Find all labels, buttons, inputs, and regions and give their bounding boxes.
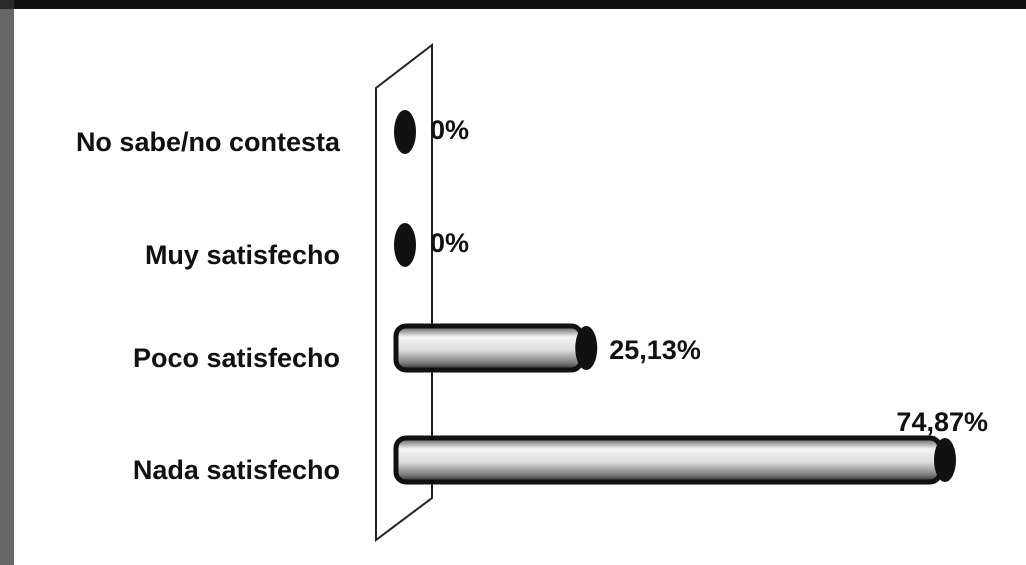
bar-body	[393, 435, 943, 485]
back-wall	[375, 42, 433, 542]
category-label: No sabe/no contesta	[76, 127, 341, 157]
value-label: 0%	[430, 115, 469, 145]
bar-cap	[934, 438, 956, 482]
bar	[394, 223, 416, 267]
bar-cap	[575, 326, 598, 370]
left-frame	[0, 0, 14, 565]
value-label: 0%	[430, 228, 469, 258]
bar	[393, 435, 956, 485]
category-label: Muy satisfecho	[145, 240, 340, 270]
category-label: Poco satisfecho	[133, 343, 340, 373]
bar-cap	[394, 223, 416, 267]
bar-cap	[394, 110, 416, 154]
bar-body	[393, 323, 584, 373]
value-label: 25,13%	[609, 335, 701, 365]
bar	[393, 323, 598, 373]
top-frame	[0, 0, 1026, 9]
value-label: 74,87%	[896, 407, 988, 437]
category-label: Nada satisfecho	[133, 455, 340, 485]
bar	[394, 110, 416, 154]
